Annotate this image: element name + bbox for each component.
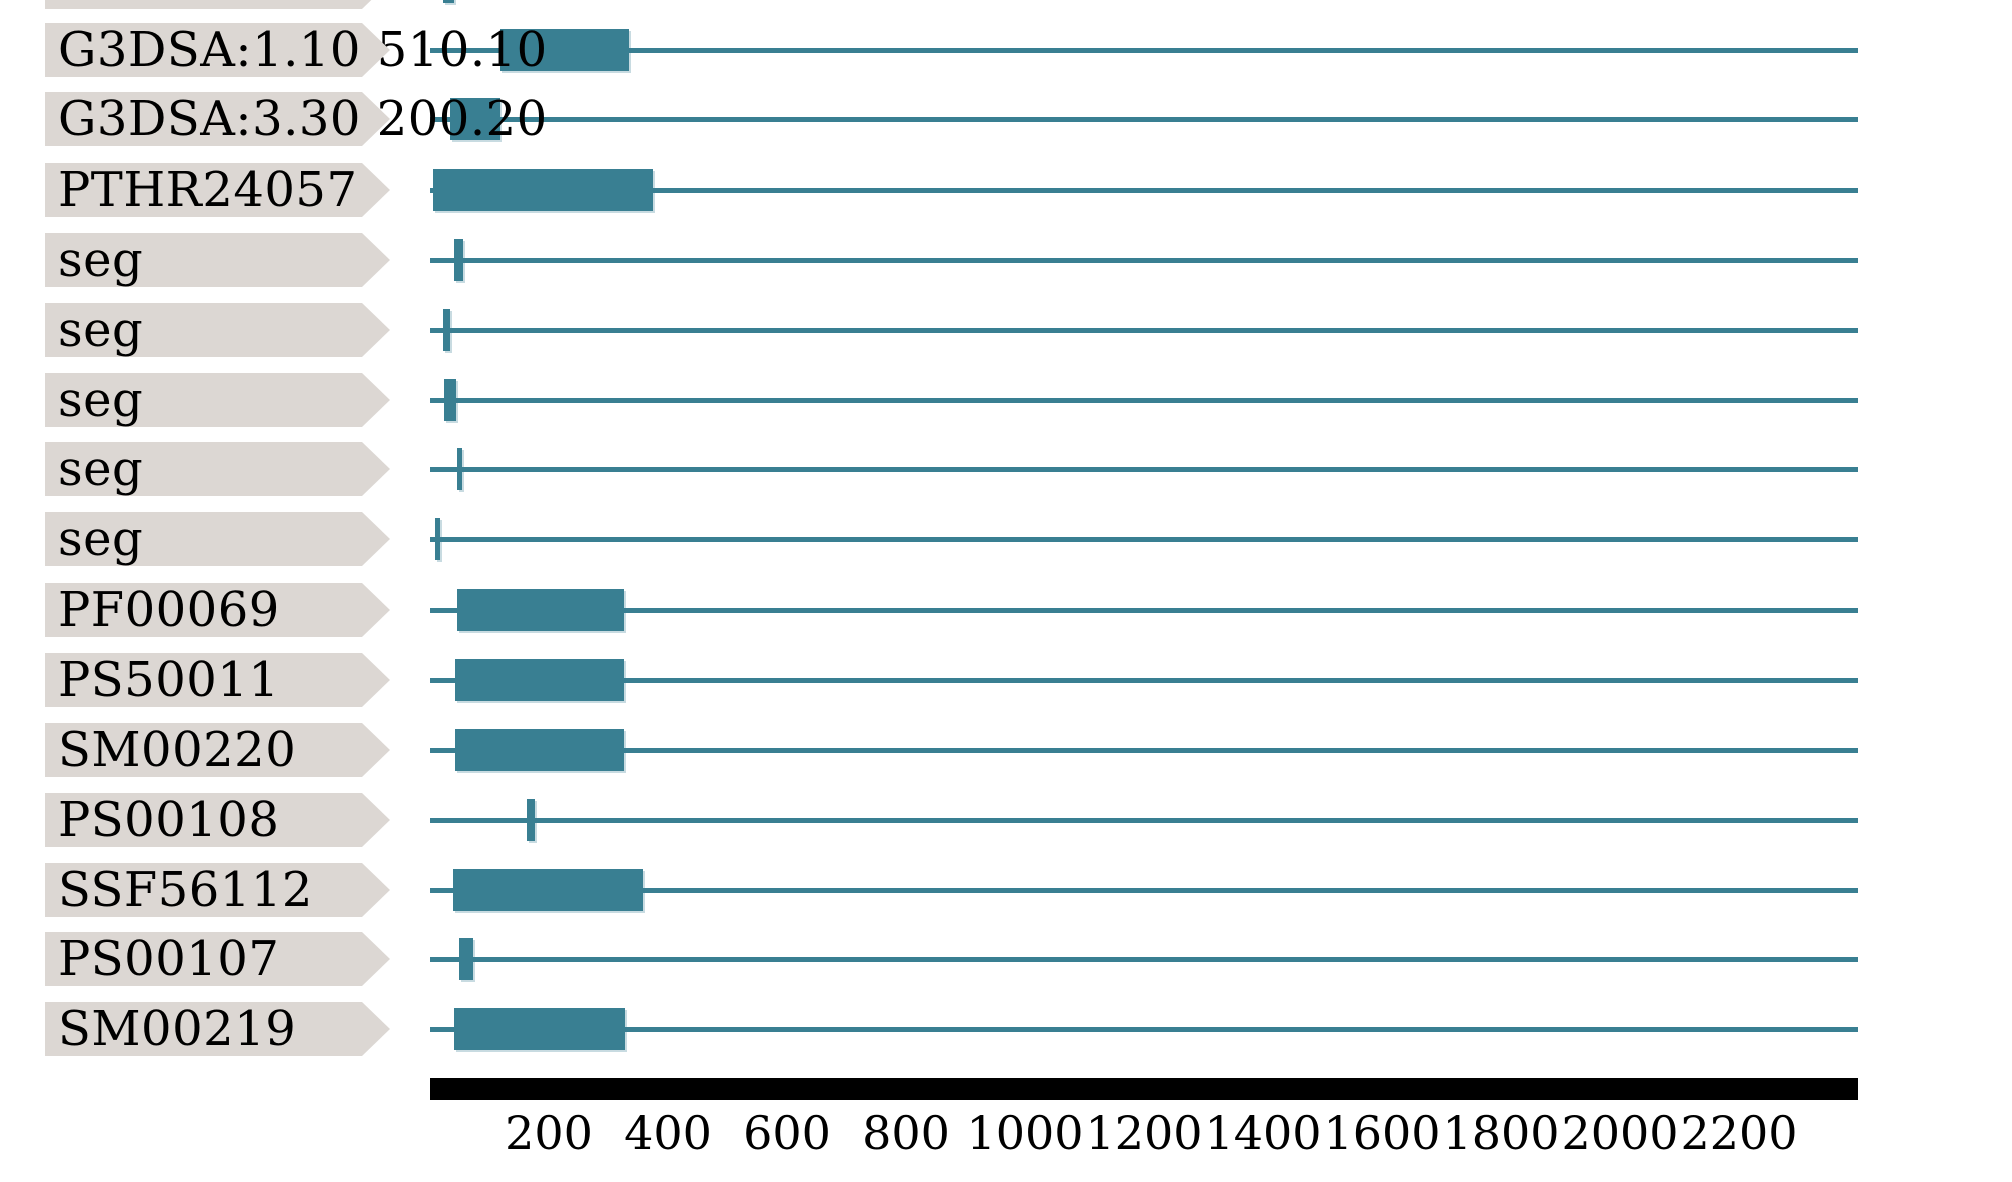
signature-label[interactable] bbox=[45, 0, 390, 9]
signature-label-text: G3DSA:3.30.200.20 bbox=[58, 91, 548, 147]
axis-tick-label: 1800 bbox=[1442, 1106, 1560, 1160]
signature-label-text: PTHR24057 bbox=[58, 162, 358, 218]
domain-box[interactable] bbox=[453, 1008, 626, 1050]
signature-label-arrow-icon bbox=[362, 583, 390, 637]
signature-label-arrow-icon bbox=[362, 23, 390, 77]
sequence-line bbox=[430, 957, 1858, 962]
sequence-line bbox=[430, 467, 1858, 472]
domain-box[interactable] bbox=[454, 729, 624, 771]
axis-tick-label: 1400 bbox=[1204, 1106, 1322, 1160]
axis-tick-label: 400 bbox=[624, 1106, 712, 1160]
signature-label[interactable]: SM00219 bbox=[45, 1001, 390, 1057]
feature-tick[interactable] bbox=[459, 938, 473, 980]
signature-label-text: SM00220 bbox=[58, 722, 297, 778]
signature-label-arrow-icon bbox=[362, 863, 390, 917]
signature-label-text: seg bbox=[58, 511, 144, 567]
feature-tick[interactable] bbox=[526, 799, 535, 841]
domain-box[interactable] bbox=[500, 29, 629, 71]
axis-tick-label: 1600 bbox=[1323, 1106, 1441, 1160]
signature-label[interactable]: PS00108 bbox=[45, 792, 390, 848]
domain-box[interactable] bbox=[456, 589, 624, 631]
signature-label-text: PS00108 bbox=[58, 792, 280, 848]
signature-label-arrow-icon bbox=[362, 442, 390, 496]
domain-box[interactable] bbox=[432, 169, 654, 211]
signature-label-arrow-icon bbox=[362, 653, 390, 707]
signature-label-arrow-icon bbox=[362, 373, 390, 427]
signature-label[interactable]: seg bbox=[45, 511, 390, 567]
domain-box[interactable] bbox=[454, 659, 624, 701]
signature-label-text: seg bbox=[58, 302, 144, 358]
signature-label[interactable]: PS50011 bbox=[45, 652, 390, 708]
sequence-line bbox=[430, 818, 1858, 823]
signature-label[interactable]: SM00220 bbox=[45, 722, 390, 778]
axis-tick-label: 2200 bbox=[1680, 1106, 1798, 1160]
feature-tick[interactable] bbox=[444, 379, 457, 421]
signature-label-arrow-icon bbox=[362, 0, 390, 9]
signature-label[interactable]: SSF56112 bbox=[45, 862, 390, 918]
signature-label[interactable]: PS00107 bbox=[45, 931, 390, 987]
signature-label-arrow-icon bbox=[362, 163, 390, 217]
signature-label-text: PS50011 bbox=[58, 652, 280, 708]
signature-label-arrow-icon bbox=[362, 92, 390, 146]
signature-label-text: seg bbox=[58, 441, 144, 497]
sequence-line bbox=[430, 398, 1858, 403]
signature-label[interactable]: seg bbox=[45, 372, 390, 428]
signature-label-text: seg bbox=[58, 372, 144, 428]
feature-tick[interactable] bbox=[443, 309, 451, 351]
sequence-line bbox=[430, 117, 1858, 122]
axis-tick-label: 2000 bbox=[1561, 1106, 1679, 1160]
signature-label-arrow-icon bbox=[362, 512, 390, 566]
signature-label-text: G3DSA:1.10.510.10 bbox=[58, 22, 548, 78]
signature-label-arrow-icon bbox=[362, 233, 390, 287]
sequence-axis-bar bbox=[430, 1078, 1858, 1100]
signature-label[interactable]: PTHR24057 bbox=[45, 162, 390, 218]
signature-label[interactable]: seg bbox=[45, 232, 390, 288]
signature-label-arrow-icon bbox=[362, 723, 390, 777]
signature-label-arrow-icon bbox=[362, 793, 390, 847]
sequence-line bbox=[430, 1027, 1858, 1032]
signature-label-arrow-icon bbox=[362, 1002, 390, 1056]
axis-tick-label: 200 bbox=[505, 1106, 593, 1160]
sequence-line bbox=[430, 188, 1858, 193]
signature-label[interactable]: seg bbox=[45, 302, 390, 358]
signature-label-arrow-icon bbox=[362, 932, 390, 986]
signature-label[interactable]: seg bbox=[45, 441, 390, 497]
signature-label-arrow-icon bbox=[362, 303, 390, 357]
signature-label-text: seg bbox=[58, 232, 144, 288]
sequence-line bbox=[430, 748, 1858, 753]
signature-label[interactable]: PF00069 bbox=[45, 582, 390, 638]
axis-tick-label: 1200 bbox=[1085, 1106, 1203, 1160]
sequence-line bbox=[430, 258, 1858, 263]
signature-label-text: PS00107 bbox=[58, 931, 280, 987]
axis-tick-label: 600 bbox=[743, 1106, 831, 1160]
sequence-line bbox=[430, 608, 1858, 613]
sequence-line bbox=[430, 888, 1858, 893]
feature-tick[interactable] bbox=[443, 0, 454, 3]
feature-tick[interactable] bbox=[456, 448, 463, 490]
sequence-line bbox=[430, 328, 1858, 333]
signature-label[interactable]: G3DSA:1.10.510.10 bbox=[45, 23, 547, 77]
sequence-line bbox=[430, 678, 1858, 683]
signature-label-text: PF00069 bbox=[58, 582, 280, 638]
axis-tick-label: 1000 bbox=[966, 1106, 1084, 1160]
signature-label-text: SSF56112 bbox=[58, 862, 313, 918]
domain-box[interactable] bbox=[450, 98, 501, 140]
signature-label[interactable]: G3DSA:3.30.200.20 bbox=[45, 92, 547, 146]
sequence-line bbox=[430, 537, 1858, 542]
sequence-line bbox=[430, 48, 1858, 53]
feature-tick[interactable] bbox=[434, 518, 441, 560]
axis-tick-label: 800 bbox=[862, 1106, 950, 1160]
feature-tick[interactable] bbox=[453, 239, 463, 281]
domain-box[interactable] bbox=[453, 869, 643, 911]
signature-label-text: SM00219 bbox=[58, 1001, 297, 1057]
